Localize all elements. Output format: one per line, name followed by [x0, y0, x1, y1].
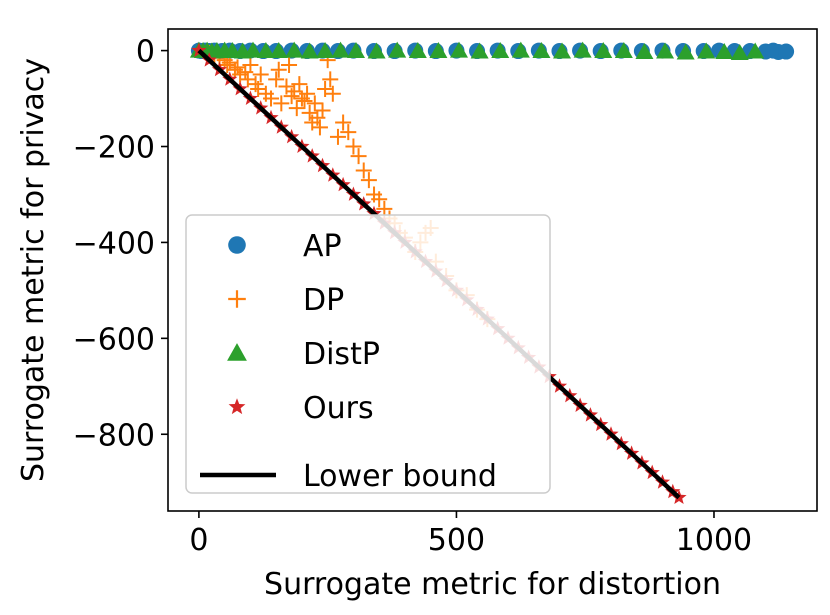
series-distp [189, 41, 765, 60]
distp-point [491, 42, 510, 59]
dp-point [322, 71, 339, 88]
legend-label-distp: DistP [303, 337, 380, 372]
dp-point [288, 100, 305, 117]
dp-point [350, 148, 367, 165]
dp-point [299, 85, 316, 102]
dp-point [355, 162, 372, 179]
distp-point [470, 42, 489, 59]
dp-point [340, 124, 357, 141]
distp-point [316, 42, 335, 59]
distp-point [511, 41, 530, 58]
x-tick-label: 500 [428, 523, 485, 558]
distp-point [408, 42, 427, 59]
legend-marker-distp [227, 343, 247, 361]
distp-point [746, 42, 765, 59]
distp-point [285, 41, 304, 58]
distp-point [730, 43, 749, 60]
x-axis-label: Surrogate metric for distortion [264, 567, 721, 602]
legend-label-lower-bound: Lower bound [303, 459, 497, 494]
legend-label-dp: DP [303, 283, 344, 318]
legend-marker-ours [228, 398, 246, 415]
distp-point [429, 42, 448, 59]
dp-point [306, 95, 323, 112]
y-tick-label: −800 [73, 418, 155, 453]
axes: 0 500 1000 0 −200 −400 −600 −800 [73, 35, 753, 558]
distp-point [676, 43, 695, 60]
x-tick-label: 0 [189, 523, 208, 558]
dp-point [376, 200, 393, 217]
dp-point [360, 172, 377, 189]
dp-point [242, 56, 259, 73]
distp-point [331, 41, 350, 58]
distp-point [553, 42, 572, 59]
ours-point [191, 42, 207, 58]
distp-point [715, 43, 734, 60]
distp-point [243, 41, 262, 58]
legend-label-ap: AP [303, 229, 342, 264]
dp-point [291, 76, 308, 93]
distp-point [388, 41, 407, 58]
distp-point [697, 42, 716, 59]
dp-point [335, 114, 352, 131]
legend: AP DP DistP Ours Lower bound [185, 214, 551, 494]
y-axis-label: Surrogate metric for privacy [16, 58, 51, 482]
distp-point [347, 42, 366, 59]
x-tick-label: 1000 [676, 523, 752, 558]
y-tick-label: −200 [73, 131, 155, 166]
dp-point [324, 85, 341, 102]
dp-point [268, 71, 285, 88]
distp-point [256, 42, 275, 59]
dp-point [371, 191, 388, 208]
y-tick-label: −400 [73, 226, 155, 261]
legend-label-ours: Ours [303, 391, 374, 426]
dp-point [281, 56, 298, 73]
ap-point [778, 43, 795, 60]
dp-point [273, 95, 290, 112]
distp-point [300, 42, 319, 59]
plot-frame [167, 28, 818, 512]
dp-point [296, 92, 313, 109]
distp-point [367, 42, 386, 59]
legend-marker-ap [228, 236, 246, 254]
distp-point [635, 43, 654, 60]
legend-marker-dp [228, 290, 246, 308]
distp-point [269, 42, 288, 59]
distp-point [450, 41, 469, 58]
dp-point [252, 66, 269, 83]
dp-point [329, 128, 346, 145]
dp-point [263, 90, 280, 107]
distp-point [573, 41, 592, 58]
distp-point [614, 42, 633, 59]
distp-point [532, 42, 551, 59]
distp-point [656, 42, 675, 59]
dp-point [345, 138, 362, 155]
dp-point [314, 102, 331, 119]
y-tick-label: 0 [136, 35, 155, 70]
dp-point [270, 61, 287, 78]
legend-box [185, 214, 551, 494]
distp-point [594, 42, 613, 59]
y-tick-label: −600 [73, 322, 155, 357]
dp-point [311, 119, 328, 136]
